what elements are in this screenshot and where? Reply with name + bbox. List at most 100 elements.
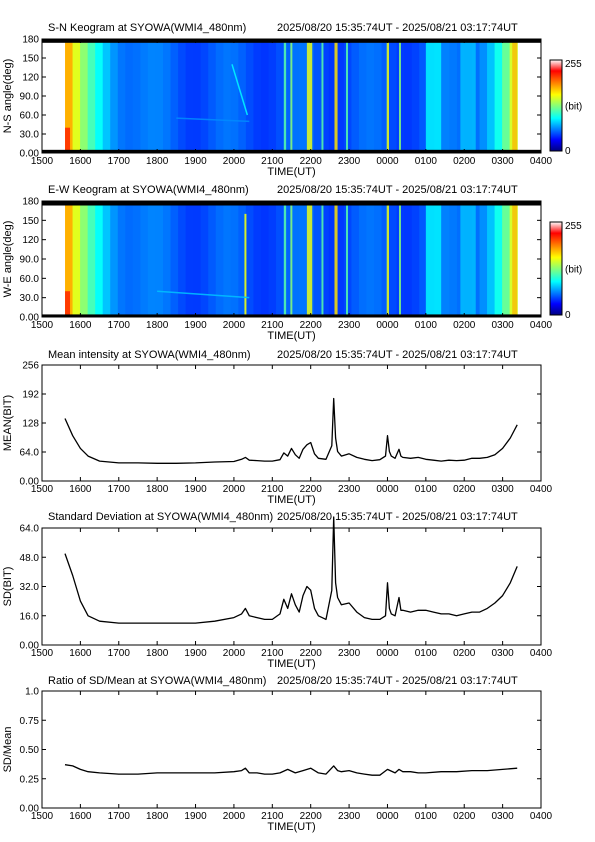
keogram-column	[502, 39, 511, 153]
x-tick-label: 1900	[184, 811, 207, 822]
keogram-column	[178, 201, 187, 317]
x-axis-label: TIME(UT)	[267, 494, 315, 506]
y-tick-label: 256	[22, 361, 39, 372]
keogram-column	[291, 39, 300, 153]
keogram-bright-band	[346, 201, 349, 317]
y-tick-label: 0.75	[20, 716, 40, 727]
keogram-column	[238, 39, 247, 153]
keogram-column	[140, 201, 149, 317]
y-axis-label: N-S angle(deg)	[2, 59, 14, 134]
y-tick-label: 0.00	[20, 477, 40, 488]
x-tick-label: 1600	[69, 320, 92, 331]
x-tick-label: 1500	[31, 484, 54, 495]
keogram-column	[95, 201, 104, 317]
x-tick-label: 0200	[453, 484, 476, 495]
x-axis-label: TIME(UT)	[267, 166, 315, 178]
keogram-column	[125, 201, 134, 317]
keogram-column	[170, 39, 179, 153]
y-tick-label: 60.0	[20, 274, 40, 285]
chart-title: E-W Keogram at SYOWA(WMI4_480nm)	[48, 184, 249, 196]
keogram-column	[283, 201, 292, 317]
keogram-column	[245, 201, 255, 317]
x-tick-label: 0100	[415, 811, 438, 822]
keogram-column	[487, 201, 496, 317]
keogram-column	[291, 201, 300, 317]
keogram-column	[351, 201, 360, 317]
keogram-column	[102, 201, 111, 317]
x-tick-label: 0000	[376, 156, 399, 167]
x-tick-label: 0000	[376, 811, 399, 822]
keogram-column	[374, 201, 383, 317]
keogram-column	[374, 39, 383, 153]
x-tick-label: 1800	[146, 156, 169, 167]
y-tick-label: 1.0	[25, 687, 39, 698]
x-axis-label: TIME(UT)	[267, 330, 315, 342]
keogram-bright-band	[283, 39, 287, 153]
keogram-column	[208, 39, 217, 153]
keogram-image	[42, 39, 541, 153]
x-tick-label: 0300	[491, 811, 514, 822]
keogram-column	[230, 39, 239, 153]
y-tick-label: 90.0	[20, 92, 40, 103]
x-tick-label: 1900	[184, 320, 207, 331]
keogram-mask	[42, 39, 541, 43]
x-tick-label: 2100	[261, 648, 284, 659]
time-range: 2025/08/20 15:35:74UT - 2025/08/21 03:17…	[277, 349, 518, 361]
keogram-column	[95, 39, 104, 153]
keogram-edge-bright	[65, 127, 71, 153]
y-tick-label: 0.00	[20, 804, 40, 815]
x-tick-label: 1700	[108, 484, 131, 495]
colorbar-scale	[549, 59, 563, 152]
chart-title: Ratio of SD/Mean at SYOWA(WMI4_480nm)	[48, 675, 266, 687]
keogram-column	[163, 201, 172, 317]
plot-frame	[41, 527, 542, 646]
keogram-column	[215, 39, 224, 153]
x-tick-label: 2200	[300, 156, 323, 167]
keogram-column	[268, 201, 277, 317]
colorbar-min-label: 0	[565, 146, 571, 157]
series-line	[64, 516, 518, 624]
keogram-column	[441, 201, 450, 317]
keogram-column	[479, 201, 488, 317]
keogram-column	[87, 201, 96, 317]
keogram-column	[336, 201, 345, 317]
keogram-column	[125, 39, 134, 153]
x-tick-label: 0400	[530, 320, 553, 331]
chart-title: Standard Deviation at SYOWA(WMI4_480nm)	[48, 511, 273, 523]
keogram-column	[102, 39, 111, 153]
x-tick-label: 1600	[69, 648, 92, 659]
x-tick-label: 2300	[338, 811, 361, 822]
keogram-bright-band	[398, 201, 401, 317]
keogram-column	[313, 39, 322, 153]
keogram-column	[253, 201, 262, 317]
keogram-bright-band	[460, 201, 476, 317]
x-tick-label: 0300	[491, 320, 514, 331]
chart-title: S-N Keogram at SYOWA(WMI4_480nm)	[48, 22, 246, 34]
keogram-column	[389, 201, 398, 317]
keogram-column	[147, 201, 157, 317]
keogram-column	[110, 39, 119, 153]
keogram-column	[487, 39, 496, 153]
x-tick-label: 2100	[261, 811, 284, 822]
x-tick-label: 1900	[184, 648, 207, 659]
y-tick-label: 0.25	[20, 774, 40, 785]
keogram-bright-band	[425, 39, 442, 153]
x-tick-label: 1700	[108, 811, 131, 822]
keogram-column	[147, 39, 157, 153]
time-range: 2025/08/20 15:35:74UT - 2025/08/21 03:17…	[277, 675, 518, 687]
keogram-column	[328, 201, 337, 317]
keogram-column	[65, 39, 74, 153]
x-tick-label: 0000	[376, 484, 399, 495]
keogram-column	[449, 39, 458, 153]
x-tick-label: 2200	[300, 484, 323, 495]
y-axis-label: SD/Mean	[2, 727, 14, 773]
keogram-bright-band	[306, 201, 313, 317]
keogram-column	[411, 201, 420, 317]
keogram-column	[336, 39, 345, 153]
keogram-column	[494, 201, 503, 317]
x-tick-label: 2200	[300, 320, 323, 331]
keogram-column	[208, 201, 217, 317]
keogram-column	[358, 39, 368, 153]
keogram-column	[313, 201, 322, 317]
